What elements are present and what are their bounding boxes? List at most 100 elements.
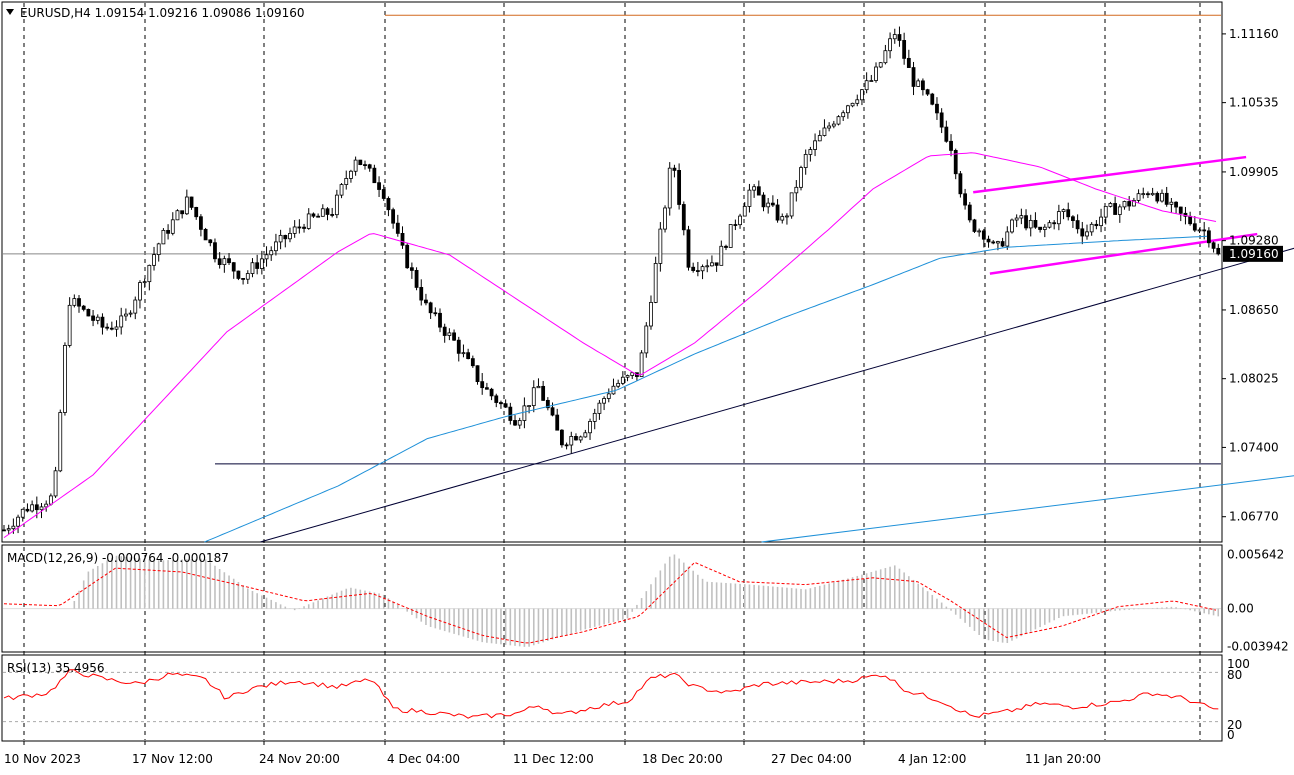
candle-body bbox=[245, 273, 250, 280]
candle-body bbox=[1024, 215, 1028, 229]
candle-body bbox=[695, 270, 700, 272]
candle-body bbox=[156, 243, 161, 256]
candle-body bbox=[944, 126, 949, 142]
candle-body bbox=[1206, 230, 1211, 244]
candle-body bbox=[72, 298, 77, 306]
candle-body bbox=[1094, 223, 1099, 227]
candle-body bbox=[977, 230, 982, 233]
candle-body bbox=[1113, 203, 1118, 215]
candle-body bbox=[222, 258, 227, 265]
rsi-header: RSI(13) 35.4956 bbox=[7, 661, 105, 675]
candle-body bbox=[194, 206, 199, 218]
candle-body bbox=[756, 186, 761, 196]
candle-body bbox=[227, 258, 231, 264]
candle-body bbox=[1141, 193, 1146, 196]
rsi-tick-label: 80 bbox=[1227, 668, 1242, 682]
candle-body bbox=[58, 412, 63, 472]
candle-body bbox=[100, 316, 105, 328]
candle-body bbox=[1178, 206, 1183, 214]
candle-body bbox=[831, 123, 836, 127]
candle-body bbox=[564, 444, 569, 447]
candle-body bbox=[405, 244, 410, 269]
candle-body bbox=[184, 196, 189, 215]
price-tick-label: 1.11160 bbox=[1229, 27, 1279, 41]
current-price-label: 1.09160 bbox=[1229, 247, 1279, 261]
vertical-gridlines bbox=[3, 3, 1221, 740]
channel-upper-line[interactable] bbox=[973, 155, 1247, 194]
candle-body bbox=[11, 525, 16, 530]
candle-body bbox=[456, 339, 461, 354]
candle-body bbox=[381, 189, 386, 199]
candle-body bbox=[930, 93, 935, 105]
time-tick-label: 24 Nov 20:00 bbox=[259, 752, 340, 766]
candle-body bbox=[1122, 201, 1127, 208]
candle-body bbox=[189, 196, 194, 208]
candle-body bbox=[81, 305, 86, 310]
candle-body bbox=[499, 402, 503, 405]
lower-trendline[interactable] bbox=[761, 467, 1294, 543]
candle-body bbox=[208, 239, 213, 244]
candle-body bbox=[475, 365, 480, 383]
candle-body bbox=[794, 186, 799, 194]
candle-body bbox=[409, 267, 414, 271]
candle-body bbox=[888, 38, 892, 52]
candle-body bbox=[48, 495, 53, 505]
candle-body bbox=[822, 127, 827, 136]
candle-body bbox=[372, 167, 377, 184]
candle-body bbox=[1197, 229, 1202, 232]
candle-body bbox=[503, 403, 508, 408]
ascending-trendline[interactable] bbox=[260, 232, 1294, 543]
candle-body bbox=[780, 216, 785, 221]
candle-body bbox=[1160, 192, 1164, 202]
candle-body bbox=[236, 270, 241, 279]
candle-body bbox=[1169, 201, 1174, 205]
candle-body bbox=[142, 281, 147, 284]
candle-body bbox=[1075, 220, 1080, 230]
candle-body bbox=[686, 229, 691, 268]
candle-body bbox=[916, 80, 921, 87]
candle-body bbox=[1056, 211, 1061, 225]
candle-body bbox=[592, 412, 597, 422]
candle-body bbox=[658, 228, 663, 264]
candle-body bbox=[250, 262, 255, 274]
candle-body bbox=[1038, 226, 1043, 230]
macd-signal-line bbox=[3, 561, 1217, 644]
candle-body bbox=[128, 312, 133, 315]
channel-lower-line[interactable] bbox=[989, 232, 1258, 275]
candle-body bbox=[996, 241, 1000, 244]
candle-body bbox=[508, 406, 513, 421]
time-tick-label: 11 Jan 20:00 bbox=[1025, 752, 1101, 766]
candle-body bbox=[494, 395, 499, 403]
candle-body bbox=[878, 62, 883, 68]
candle-body bbox=[850, 102, 855, 107]
dropdown-triangle-icon[interactable] bbox=[6, 9, 14, 15]
candle-body bbox=[667, 167, 672, 209]
candle-body bbox=[203, 228, 208, 241]
candle-body bbox=[1127, 201, 1132, 207]
candle-body bbox=[874, 66, 878, 81]
candle-body bbox=[133, 299, 138, 314]
candle-body bbox=[1202, 229, 1207, 232]
candle-body bbox=[967, 204, 972, 221]
candle-body bbox=[1014, 217, 1019, 221]
candle-body bbox=[869, 80, 874, 82]
candle-body bbox=[241, 278, 246, 280]
moving-averages bbox=[3, 152, 1217, 543]
candle-body bbox=[109, 327, 114, 330]
candle-body bbox=[344, 178, 349, 185]
candle-body bbox=[527, 405, 531, 407]
candle-body bbox=[1000, 241, 1005, 247]
candle-body bbox=[663, 207, 667, 230]
candle-body bbox=[86, 308, 91, 317]
candle-body bbox=[953, 150, 958, 175]
candle-body bbox=[799, 167, 803, 188]
candle-body bbox=[1155, 192, 1160, 202]
candle-body bbox=[653, 263, 658, 303]
candle-body bbox=[578, 436, 583, 441]
candle-body bbox=[1117, 206, 1122, 215]
candle-body bbox=[147, 264, 152, 283]
candle-body bbox=[691, 266, 696, 271]
candle-body bbox=[700, 266, 705, 272]
